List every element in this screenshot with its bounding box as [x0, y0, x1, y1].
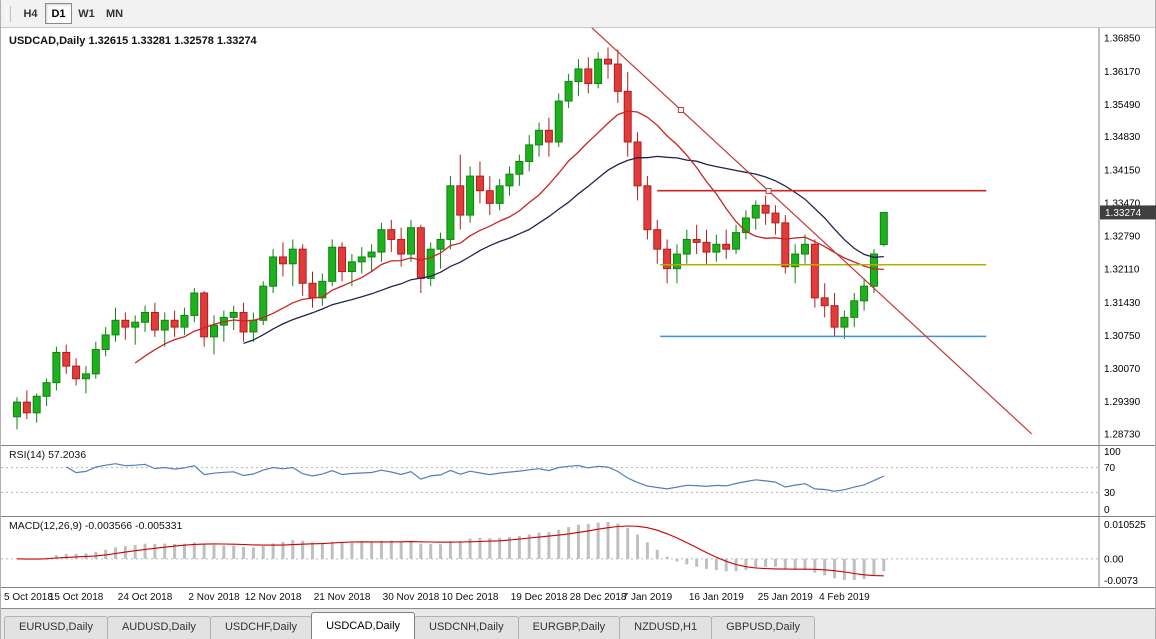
svg-text:0.010525: 0.010525 [1104, 520, 1146, 531]
panel-divider[interactable] [1, 516, 1155, 517]
timeframe-toolbar: H4 D1 W1 MN [1, 0, 1155, 28]
main-chart-panel: 1.36850 1.36170 1.35490 1.34830 1.34150 1.334… [1, 28, 1156, 445]
chart-tab-audusd[interactable]: AUDUSD,Daily [106, 616, 211, 639]
svg-text:0: 0 [1104, 505, 1110, 516]
time-label: 10 Dec 2018 [441, 592, 499, 603]
svg-text:1.32110: 1.32110 [1104, 265, 1140, 276]
ma-fast-line [134, 110, 884, 364]
chart-tab-nzdusd[interactable]: NZDUSD,H1 [619, 616, 713, 639]
candles [13, 47, 888, 430]
macd-panel: 0.010525 0.00 -0.0073 MACD(12,26,9) -0.003… [1, 517, 1155, 587]
time-label: 12 Nov 2018 [244, 592, 302, 603]
svg-text:1.36850: 1.36850 [1104, 34, 1141, 45]
rsi-panel: 100 70 30 0 RSI(14) 57.2036 [1, 446, 1155, 516]
svg-text:1.35490: 1.35490 [1104, 100, 1141, 111]
time-label: 21 Nov 2018 [313, 592, 371, 603]
macd-signal-line [16, 525, 884, 577]
svg-text:1.34150: 1.34150 [1104, 165, 1141, 176]
ma-slow-line [243, 155, 884, 345]
timeframe-button-mn[interactable]: MN [101, 3, 128, 24]
time-label: 25 Jan 2019 [757, 592, 813, 603]
macd-chart[interactable]: 0.010525 0.00 -0.0073 [1, 517, 1156, 587]
svg-text:1.33470: 1.33470 [1104, 198, 1141, 209]
chart-tab-usdcnh[interactable]: USDCNH,Daily [414, 616, 519, 639]
macd-label: MACD(12,26,9) -0.003566 -0.005331 [9, 520, 183, 532]
panel-divider[interactable] [1, 445, 1155, 446]
timeframe-button-w1[interactable]: W1 [73, 3, 100, 24]
rsi-line [65, 463, 885, 492]
time-label: 30 Nov 2018 [382, 592, 440, 603]
svg-text:0.00: 0.00 [1104, 554, 1124, 565]
time-label: 5 Oct 2018 [4, 592, 53, 603]
chart-tab-usdcad[interactable]: USDCAD,Daily [311, 612, 416, 639]
svg-text:100: 100 [1104, 447, 1121, 458]
chart-tab-usdchf[interactable]: USDCHF,Daily [209, 616, 313, 639]
svg-text:1.32790: 1.32790 [1104, 232, 1141, 243]
trend-line[interactable] [490, 28, 1032, 435]
svg-text:1.30070: 1.30070 [1104, 364, 1141, 375]
price-scale[interactable]: 1.36850 1.36170 1.35490 1.34830 1.34150 1.334… [1098, 28, 1141, 445]
time-label: 7 Jan 2019 [622, 592, 673, 603]
svg-text:70: 70 [1104, 463, 1116, 474]
time-label: 28 Dec 2018 [569, 592, 627, 603]
time-label: 4 Feb 2019 [819, 592, 870, 603]
chart-tab-eurgbp[interactable]: EURGBP,Daily [517, 616, 621, 639]
timeframe-button-d1[interactable]: D1 [45, 3, 72, 24]
svg-text:1.31430: 1.31430 [1104, 298, 1141, 309]
svg-text:1.28730: 1.28730 [1104, 429, 1141, 440]
svg-text:1.29390: 1.29390 [1104, 397, 1141, 408]
trend-line-handle[interactable] [765, 187, 772, 194]
rsi-chart[interactable]: 100 70 30 0 [1, 446, 1156, 516]
time-label: 19 Dec 2018 [510, 592, 568, 603]
time-label: 16 Jan 2019 [688, 592, 744, 603]
chart-tab-gbpusd[interactable]: GBPUSD,Daily [711, 616, 816, 639]
chart-tab-eurusd[interactable]: EURUSD,Daily [4, 616, 108, 639]
svg-text:1.30750: 1.30750 [1104, 331, 1141, 342]
svg-text:1.36170: 1.36170 [1104, 67, 1141, 78]
chart-tabs: EURUSD,Daily AUDUSD,Daily USDCHF,Daily USDC… [1, 608, 1155, 639]
rsi-scale[interactable]: 100 70 30 0 [1104, 447, 1121, 516]
chart-title: USDCAD,Daily 1.32615 1.33281 1.32578 1.3… [9, 35, 257, 47]
timeframe-button-h4[interactable]: H4 [17, 3, 44, 24]
rsi-label: RSI(14) 57.2036 [9, 449, 87, 461]
time-label: 15 Oct 2018 [48, 592, 104, 603]
time-label: 24 Oct 2018 [117, 592, 173, 603]
svg-text:-0.0073: -0.0073 [1104, 576, 1138, 587]
toolbar-grip[interactable] [6, 5, 11, 22]
time-label: 2 Nov 2018 [188, 592, 240, 603]
svg-text:30: 30 [1104, 488, 1116, 499]
macd-scale[interactable]: 0.010525 0.00 -0.0073 [1104, 520, 1146, 587]
svg-text:1.34830: 1.34830 [1104, 132, 1141, 143]
trend-line-handle[interactable] [677, 106, 684, 113]
current-price-badge: 1.33274 [1100, 205, 1156, 220]
time-axis[interactable]: 5 Oct 2018 15 Oct 2018 24 Oct 2018 2 Nov 20… [1, 587, 1155, 608]
svg-text:1.33274: 1.33274 [1105, 208, 1142, 219]
timeframe-buttons: H4 D1 W1 MN [17, 3, 129, 24]
price-chart[interactable]: 1.36850 1.36170 1.35490 1.34830 1.34150 1.334… [1, 28, 1156, 445]
